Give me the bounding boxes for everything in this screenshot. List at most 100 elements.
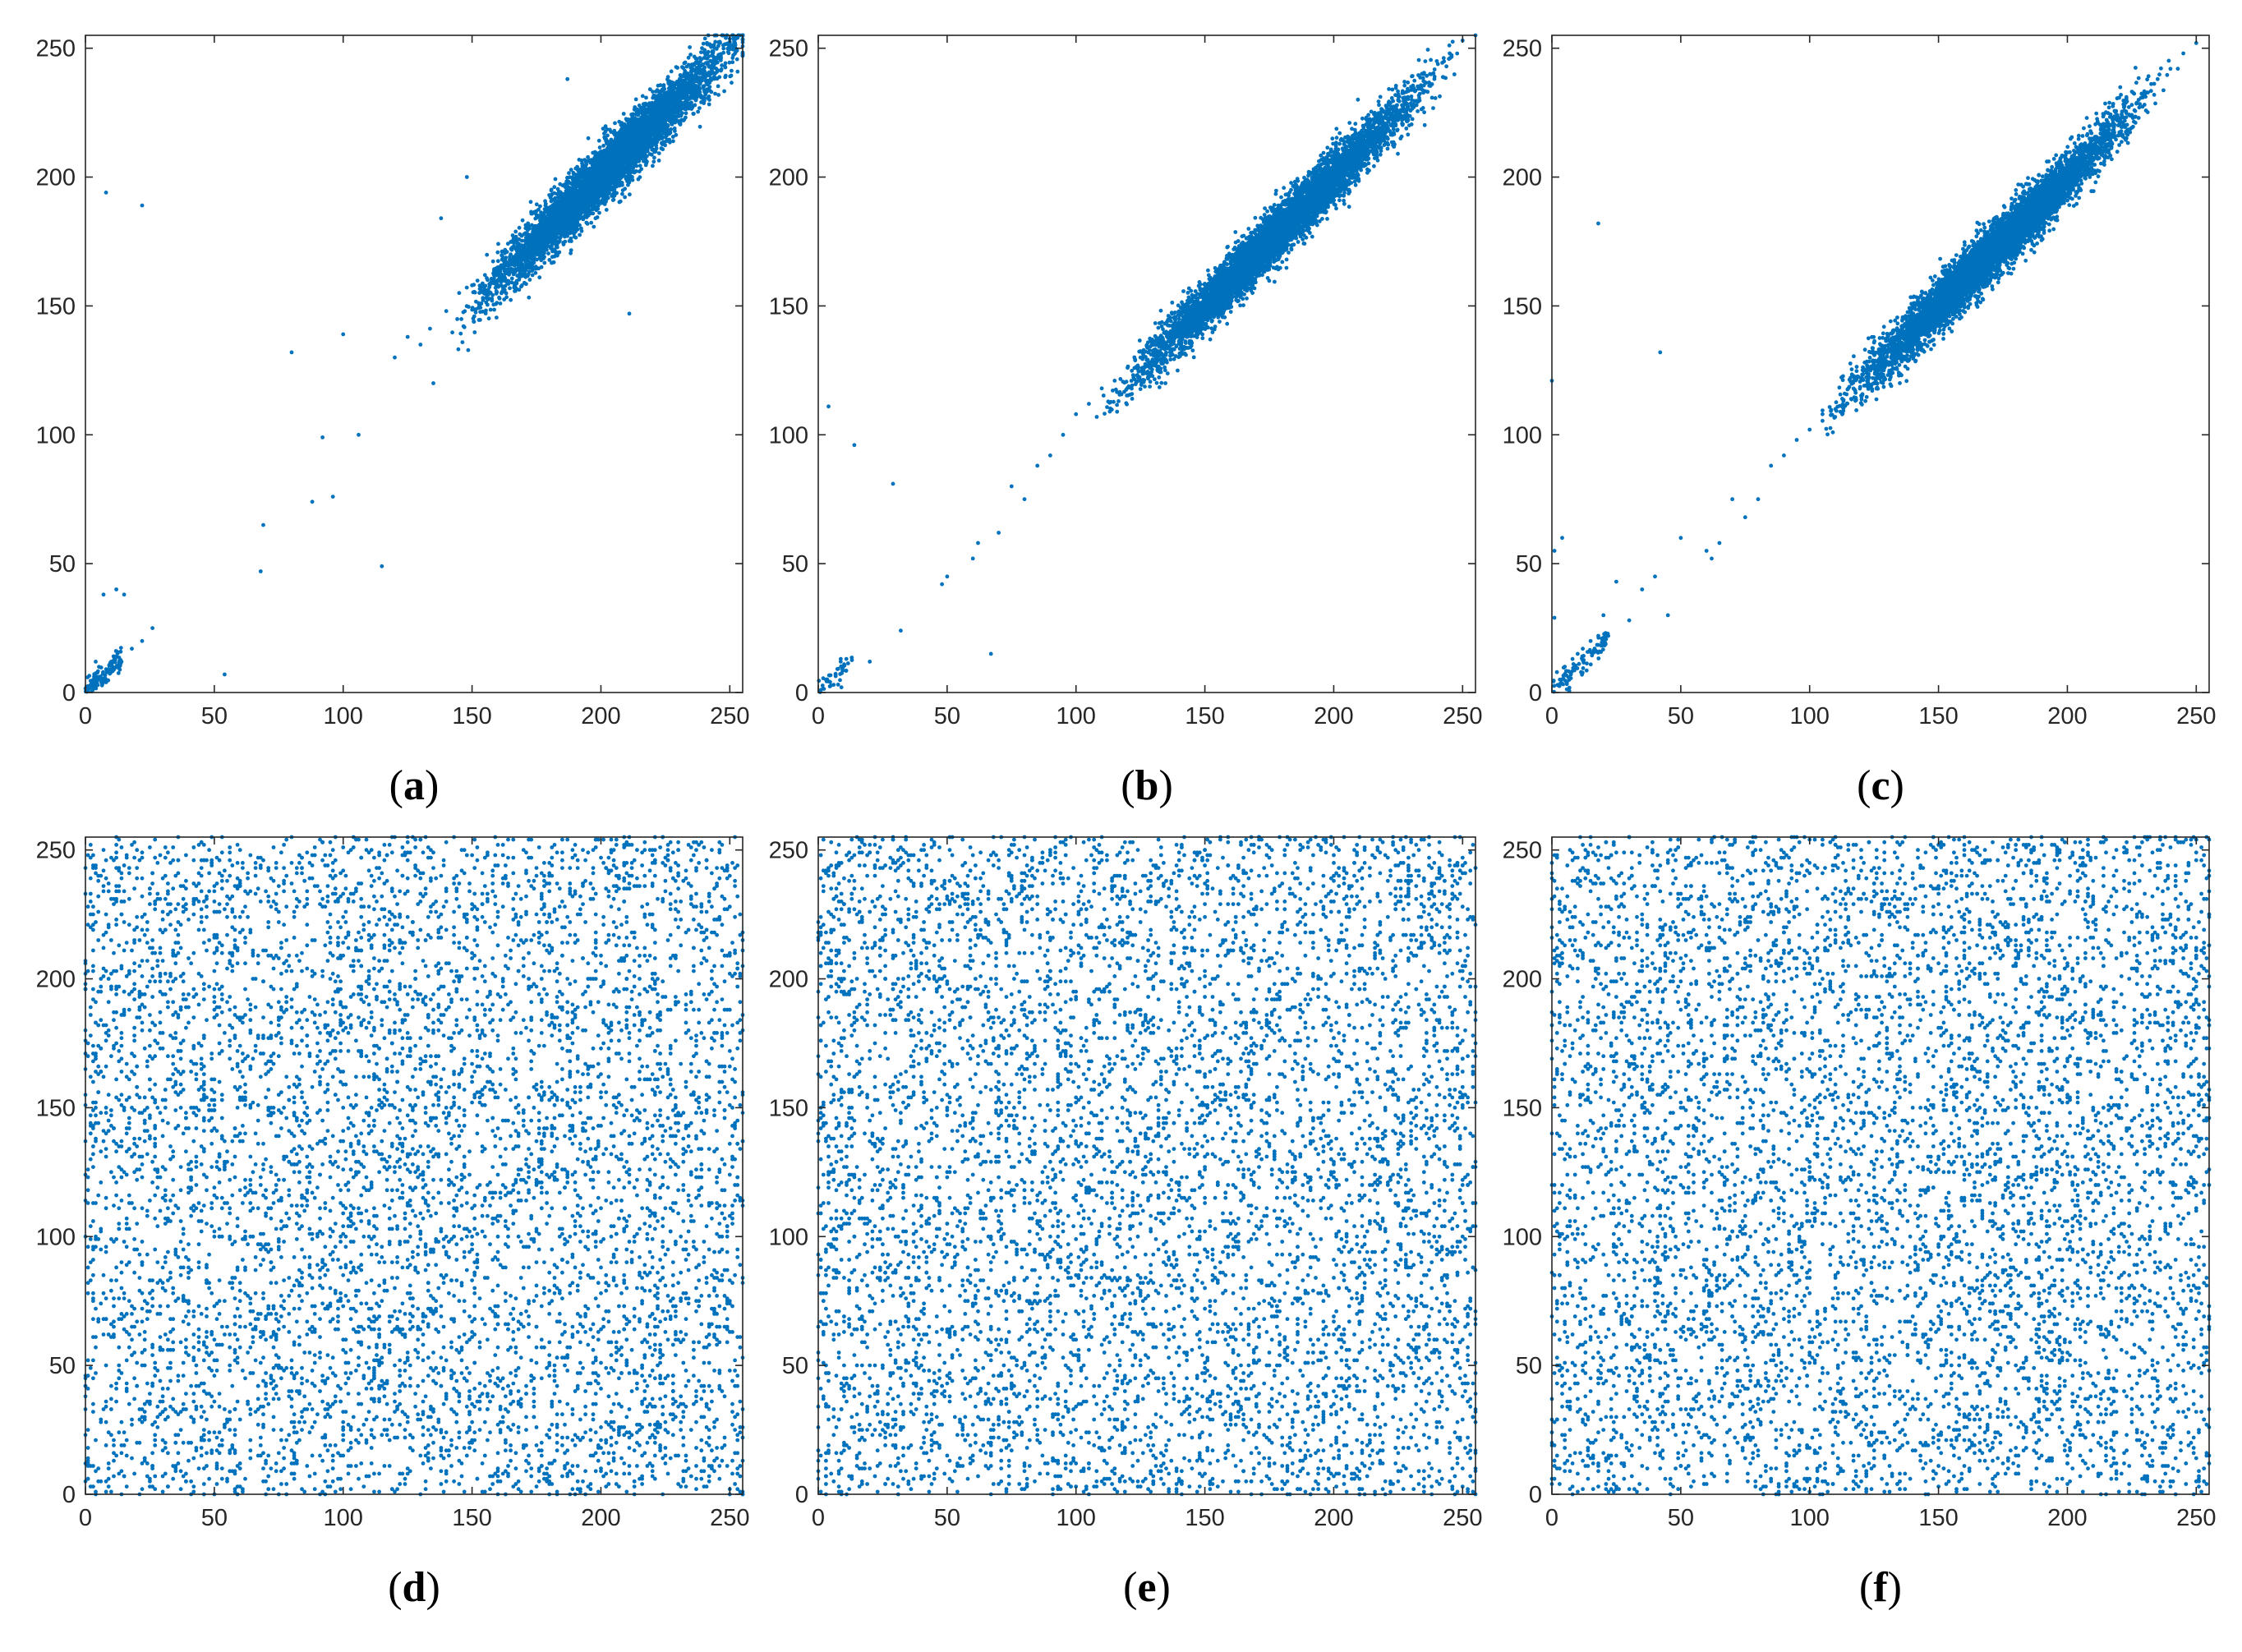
data-point (629, 113, 633, 117)
data-point (534, 271, 538, 275)
data-point (674, 96, 678, 100)
data-point (582, 163, 587, 168)
data-point (500, 250, 504, 254)
data-point (578, 233, 582, 237)
data-point (471, 306, 475, 310)
data-point (545, 228, 549, 232)
data-point (597, 211, 601, 215)
data-point (572, 171, 576, 175)
data-point (604, 137, 608, 141)
data-point (633, 105, 637, 109)
data-point (672, 86, 676, 90)
data-point (509, 298, 513, 302)
data-point (565, 182, 569, 186)
data-point (455, 317, 459, 321)
data-point (682, 118, 686, 122)
data-point (694, 91, 698, 95)
data-point (623, 160, 627, 164)
data-point (621, 123, 625, 127)
data-point (450, 330, 454, 334)
data-point (535, 202, 539, 206)
data-point (487, 316, 491, 320)
data-point (581, 186, 585, 190)
data-point (617, 166, 621, 170)
data-point (651, 94, 656, 98)
data-point (486, 303, 490, 307)
data-point (641, 94, 645, 99)
data-point (503, 276, 507, 280)
data-point (716, 61, 720, 65)
data-point (634, 98, 638, 102)
data-point (537, 275, 541, 279)
data-point (550, 255, 555, 259)
data-point (528, 244, 532, 248)
data-point (499, 301, 503, 306)
data-point (671, 139, 675, 143)
data-point (689, 101, 693, 105)
data-point (555, 245, 559, 249)
data-point (683, 62, 687, 66)
data-point (717, 75, 721, 79)
data-point (637, 157, 641, 161)
data-point (629, 136, 633, 140)
data-point (612, 188, 616, 192)
data-point (509, 247, 513, 251)
data-point (651, 90, 655, 94)
data-point (656, 84, 661, 88)
data-point (518, 232, 522, 237)
data-point (612, 198, 616, 202)
data-point (720, 63, 724, 67)
data-point (679, 113, 684, 117)
data-point (638, 163, 642, 168)
data-point (554, 177, 558, 182)
data-point (540, 265, 544, 269)
data-point (699, 58, 703, 62)
data-point (481, 298, 486, 302)
data-point (518, 226, 522, 230)
data-point (522, 252, 526, 256)
data-point (681, 66, 685, 70)
data-point (500, 253, 504, 257)
data-point (472, 330, 476, 334)
data-point (620, 192, 624, 196)
data-point (696, 88, 700, 92)
data-point (691, 105, 695, 109)
data-point (733, 41, 737, 45)
data-point (612, 167, 616, 171)
data-point (586, 155, 590, 159)
data-point (623, 196, 627, 200)
data-point (708, 59, 712, 63)
data-point (579, 227, 583, 231)
data-point (670, 70, 674, 74)
data-point (557, 240, 561, 244)
data-point (636, 113, 640, 117)
data-point (502, 297, 506, 301)
data-point (563, 232, 567, 236)
data-point (709, 67, 713, 71)
data-point (506, 242, 510, 246)
data-point (730, 81, 734, 85)
data-point (593, 163, 597, 168)
data-point (705, 57, 709, 61)
data-point (616, 181, 620, 185)
data-point (547, 237, 551, 241)
data-point (552, 260, 556, 265)
data-point (559, 196, 564, 200)
scatter-points (84, 34, 745, 694)
data-point (459, 317, 463, 321)
data-point (694, 72, 698, 76)
data-point (697, 78, 702, 82)
data-point (557, 251, 561, 255)
data-point (716, 85, 720, 89)
data-point (528, 278, 532, 282)
data-point (476, 278, 480, 283)
data-point (731, 53, 735, 58)
data-point (602, 131, 606, 136)
data-point (548, 245, 552, 249)
data-point (713, 92, 717, 96)
data-point (674, 65, 679, 69)
data-point (702, 50, 707, 54)
data-point (662, 83, 666, 87)
